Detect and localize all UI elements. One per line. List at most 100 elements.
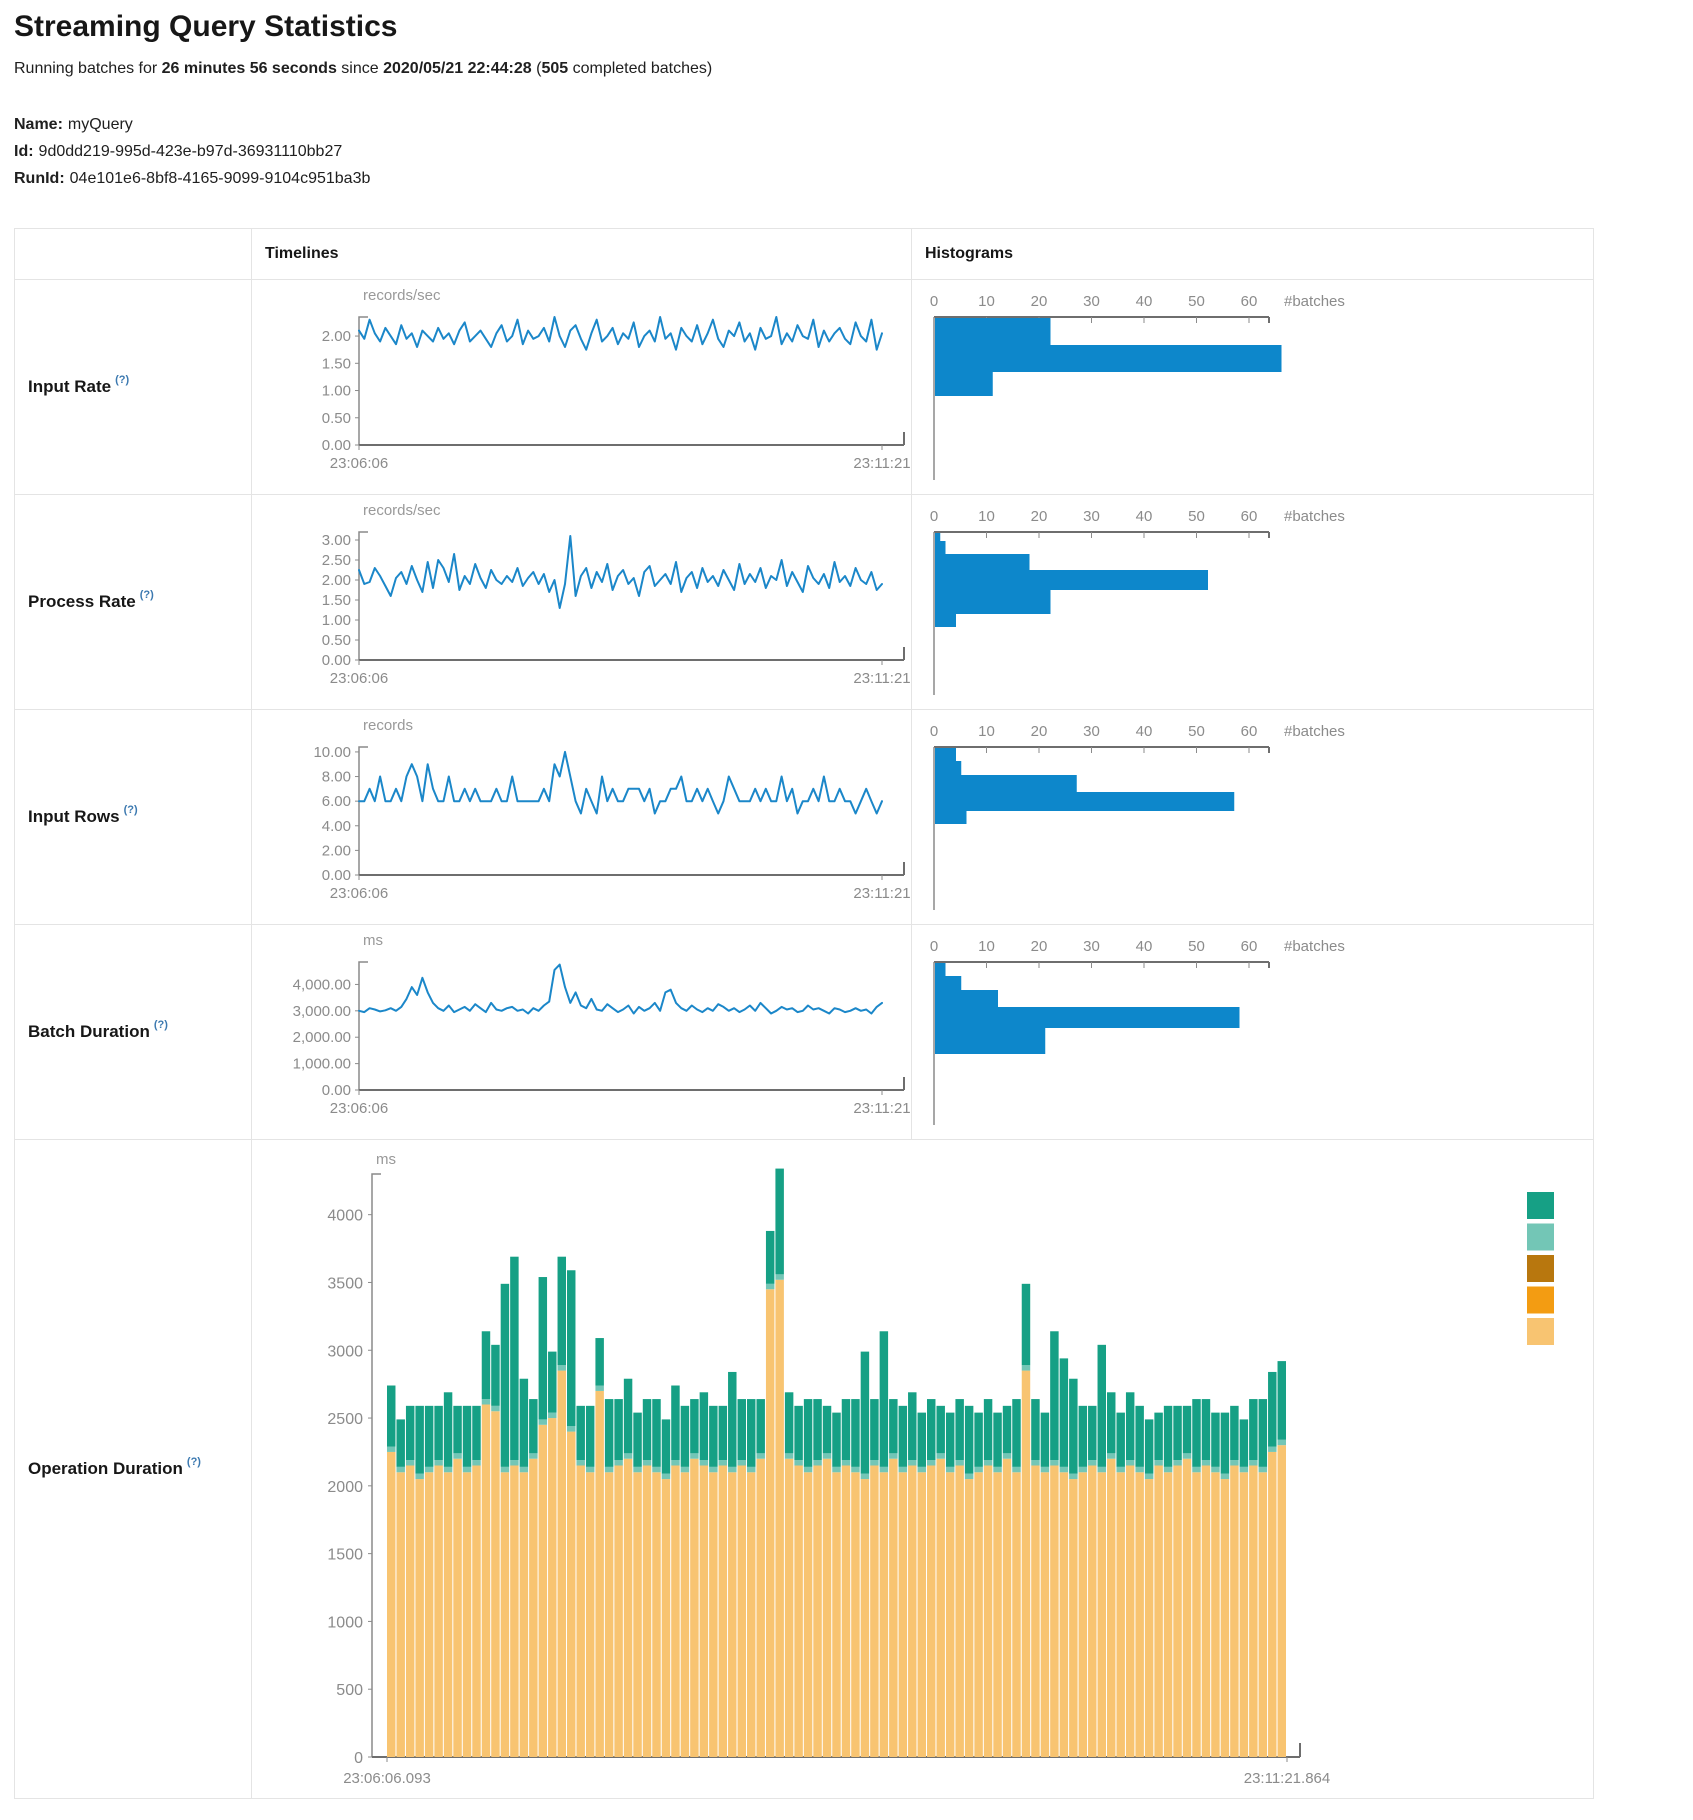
svg-text:2.00: 2.00	[322, 842, 351, 859]
svg-text:50: 50	[1188, 508, 1205, 525]
run-summary-paren: (	[531, 60, 542, 77]
completed-batches-count: 505	[541, 60, 569, 77]
column-header-timelines: Timelines	[251, 229, 911, 279]
column-header-histograms: Histograms	[911, 229, 1593, 279]
svg-text:records/sec: records/sec	[363, 502, 441, 519]
svg-text:10: 10	[978, 508, 995, 525]
histogram-bar	[935, 614, 956, 627]
svg-text:1000: 1000	[327, 1614, 363, 1631]
svg-text:23:11:21.864: 23:11:21.864	[1244, 1770, 1330, 1787]
svg-text:4,000.00: 4,000.00	[293, 976, 351, 993]
svg-text:500: 500	[336, 1682, 363, 1699]
svg-text:0.00: 0.00	[322, 437, 351, 454]
svg-text:1.50: 1.50	[322, 355, 351, 372]
svg-text:23:06:06: 23:06:06	[330, 455, 388, 472]
input-rate-timeline-chart: records/sec 0.00 0.50 1.00 1.50 2.00 23:06:06 2…	[322, 287, 910, 472]
svg-text:23:06:06.093: 23:06:06.093	[343, 1770, 431, 1787]
run-summary-since: since	[336, 60, 384, 77]
svg-text:records/sec: records/sec	[363, 287, 441, 304]
histogram-bar	[935, 570, 1208, 590]
operation-duration-legend	[1527, 1192, 1554, 1345]
svg-text:ms: ms	[363, 932, 383, 949]
timeline-series-line	[358, 963, 883, 1015]
timeline-series-line	[358, 750, 883, 815]
timeline-chart: records 0.00 2.00 4.00 6.00 8.00 10.00 23:06:06…	[313, 717, 910, 902]
svg-text:60: 60	[1241, 293, 1258, 310]
legend-swatch	[1527, 1286, 1554, 1314]
svg-text:2,000.00: 2,000.00	[293, 1029, 351, 1046]
svg-text:#batches: #batches	[1284, 293, 1345, 310]
query-id-value: 9d0dd219-995d-423e-b97d-36931110bb27	[38, 143, 343, 160]
query-runid-label: RunId:	[14, 170, 65, 187]
histogram-bar	[935, 748, 956, 761]
svg-text:#batches: #batches	[1284, 723, 1345, 740]
legend-swatch	[1527, 1192, 1554, 1219]
batch-duration-timeline-chart: ms 0.00 1,000.00 2,000.00 3,000.00 4,000.00 23…	[293, 932, 910, 1117]
histogram-chart: 0 10 20 30 40 50 60 #batches	[930, 723, 1345, 910]
operation-duration-help-icon[interactable]: (?)	[186, 1456, 201, 1468]
batch-duration-histogram-chart: 0 10 20 30 40 50 60 #batches	[930, 938, 1345, 1125]
legend-swatch	[1527, 1255, 1554, 1282]
svg-text:50: 50	[1188, 723, 1205, 740]
batch-duration-histogram-cell: 0 10 20 30 40 50 60 #batches	[911, 924, 1593, 1139]
input-rate-help-icon[interactable]: (?)	[115, 374, 130, 386]
timeline-series-line	[358, 535, 883, 609]
svg-text:10: 10	[978, 293, 995, 310]
batch-duration-help-icon[interactable]: (?)	[153, 1019, 168, 1031]
svg-text:20: 20	[1031, 508, 1048, 525]
svg-text:8.00: 8.00	[322, 769, 351, 786]
svg-text:3.00: 3.00	[322, 532, 351, 549]
histogram-bar	[935, 554, 1030, 570]
svg-text:50: 50	[1188, 938, 1205, 955]
svg-text:40: 40	[1136, 508, 1153, 525]
svg-text:40: 40	[1136, 723, 1153, 740]
batch-duration-timeline-cell: ms 0.00 1,000.00 2,000.00 3,000.00 4,000.00 23…	[251, 924, 911, 1139]
svg-text:20: 20	[1031, 723, 1048, 740]
timeline-chart: records/sec 0.00 0.50 1.00 1.50 2.00 23:06:06 2…	[322, 287, 910, 472]
operation-duration-chart-cell: ms 0 500 1000 1500 2000 2500 3000 3500 4000 23:06:…	[251, 1139, 1593, 1798]
row-label-input-rate: Input Rate (?)	[15, 279, 251, 494]
svg-text:0: 0	[930, 508, 938, 525]
query-runid-line: RunId: 04e101e6-8bf8-4165-9099-9104c951ba…	[14, 170, 370, 188]
svg-text:ms: ms	[376, 1151, 396, 1168]
input-rate-histogram-chart: 0 10 20 30 40 50 60 #batches	[930, 293, 1345, 480]
svg-text:1500: 1500	[327, 1547, 363, 1564]
run-summary-suffix: completed batches)	[568, 60, 713, 77]
process-rate-help-icon[interactable]: (?)	[139, 589, 154, 601]
timeline-chart: ms 0.00 1,000.00 2,000.00 3,000.00 4,000.00 23…	[293, 932, 910, 1117]
statistics-table: Timelines Histograms Input Rate (?) recor…	[14, 228, 1594, 1799]
input-rows-timeline-chart: records 0.00 2.00 4.00 6.00 8.00 10.00 23:06:06…	[313, 717, 910, 902]
page-title: Streaming Query Statistics	[14, 10, 398, 43]
run-duration: 26 minutes 56 seconds	[161, 60, 337, 77]
histogram-bar	[935, 990, 998, 1007]
input-rows-histogram-cell: 0 10 20 30 40 50 60 #batches	[911, 709, 1593, 924]
svg-text:3000: 3000	[327, 1343, 363, 1360]
query-metadata: Name: myQuery Id: 9d0dd219-995d-423e-b97d-…	[14, 116, 370, 197]
svg-text:0.00: 0.00	[322, 867, 351, 884]
svg-text:#batches: #batches	[1284, 508, 1345, 525]
histogram-bar	[935, 976, 962, 990]
column-header-empty	[15, 229, 251, 279]
process-rate-histogram-cell: 0 10 20 30 40 50 60 #batches	[911, 494, 1593, 709]
query-name-value: myQuery	[67, 116, 133, 133]
input-rate-timeline-cell: records/sec 0.00 0.50 1.00 1.50 2.00 23:06:06 2…	[251, 279, 911, 494]
histogram-bar	[935, 590, 1051, 614]
process-rate-timeline-cell: records/sec 0.00 0.50 1.00 1.50 2.00 2.50 3.00 2…	[251, 494, 911, 709]
stacked-duration-chart: ms 0 500 1000 1500 2000 2500 3000 3500 4000 23:06:…	[327, 1151, 1330, 1787]
legend-swatch	[1527, 1318, 1554, 1345]
svg-text:1,000.00: 1,000.00	[293, 1056, 351, 1073]
query-name-line: Name: myQuery	[14, 116, 370, 134]
svg-text:30: 30	[1083, 938, 1100, 955]
query-id-label: Id:	[14, 143, 34, 160]
process-rate-timeline-chart: records/sec 0.00 0.50 1.00 1.50 2.00 2.50 3.00 2…	[322, 502, 910, 687]
svg-text:0: 0	[354, 1750, 363, 1767]
svg-text:23:11:21: 23:11:21	[853, 670, 910, 687]
row-label-process-rate: Process Rate (?)	[15, 494, 251, 709]
svg-text:60: 60	[1241, 938, 1258, 955]
svg-text:3500: 3500	[327, 1275, 363, 1292]
svg-text:0.50: 0.50	[322, 632, 351, 649]
svg-text:0.00: 0.00	[322, 1082, 351, 1099]
histogram-bar	[935, 541, 946, 554]
input-rows-help-icon[interactable]: (?)	[123, 804, 138, 816]
row-label-batch-duration: Batch Duration (?)	[15, 924, 251, 1139]
